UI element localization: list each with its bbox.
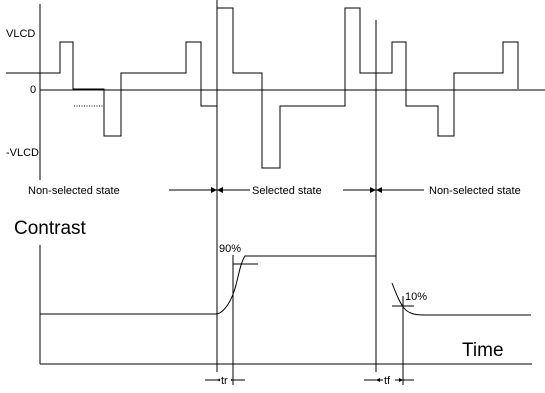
waveform-nonselected-1: [6, 41, 217, 137]
contrast-plot: Contrast 90% 10% Time: [14, 218, 532, 365]
zero-label: 0: [30, 84, 36, 96]
contrast-curve: [40, 255, 376, 315]
tf-label-bg: [383, 373, 395, 385]
waveform-nonselected-2: [376, 41, 519, 137]
contrast-title: Contrast: [14, 218, 87, 239]
contrast-decay-curve: [391, 282, 531, 316]
ninety-percent-label: 90%: [219, 243, 241, 255]
state-labels: Non-selected state Selected state Non-se…: [28, 185, 521, 197]
arrowhead-left-state: [211, 187, 217, 193]
state-selected: Selected state: [252, 185, 322, 197]
tf-arrow-left: [376, 378, 380, 382]
tr-label-bg: [220, 373, 231, 385]
arrowhead-mid-state-start: [217, 187, 223, 193]
state-nonselected-left: Non-selected state: [28, 185, 120, 197]
arrowhead-right-state: [376, 187, 382, 193]
drive-waveform: VLCD 0 -VLCD: [6, 4, 545, 180]
tr-label: tr: [221, 375, 228, 387]
timing-measurements: tr tf: [205, 373, 414, 387]
time-axis-label: Time: [462, 340, 504, 361]
tf-label: tf: [384, 375, 391, 387]
state-nonselected-right: Non-selected state: [429, 185, 521, 197]
vlcd-label: VLCD: [6, 28, 35, 40]
arrowhead-mid-state-end: [370, 187, 376, 193]
ten-percent-label: 10%: [405, 291, 427, 303]
tf-arrow-right: [399, 378, 403, 382]
neg-vlcd-label: -VLCD: [6, 147, 39, 159]
waveform-selected: [216, 7, 376, 169]
